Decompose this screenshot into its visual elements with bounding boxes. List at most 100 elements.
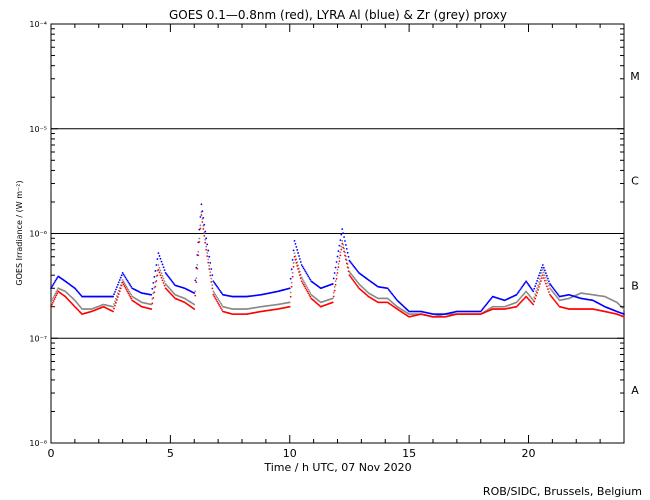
data-point xyxy=(542,277,545,279)
data-point xyxy=(160,260,163,263)
data-point xyxy=(166,274,169,277)
data-point xyxy=(197,250,200,253)
x-axis-ticks: 0 5 10 15 20 xyxy=(48,24,625,460)
data-point xyxy=(340,233,343,236)
data-point xyxy=(301,278,304,281)
data-point xyxy=(118,290,121,293)
data-point xyxy=(119,287,122,290)
data-point xyxy=(527,284,530,286)
data-point xyxy=(127,292,130,295)
data-point xyxy=(218,303,220,306)
data-point xyxy=(216,285,219,288)
data-point xyxy=(357,281,359,284)
data-point xyxy=(351,263,354,266)
data-point xyxy=(165,273,168,276)
data-point xyxy=(121,279,124,281)
data-point xyxy=(195,277,198,279)
data-point xyxy=(121,272,124,274)
data-point xyxy=(331,297,334,300)
data-point xyxy=(164,272,167,274)
data-point xyxy=(51,299,53,302)
data-point xyxy=(332,295,335,298)
data-point xyxy=(52,282,55,285)
data-point xyxy=(297,252,300,254)
data-point xyxy=(302,267,305,270)
data-point xyxy=(552,292,555,295)
data-point xyxy=(543,274,546,276)
data-point xyxy=(208,264,211,267)
data-point xyxy=(158,255,161,257)
data-point xyxy=(211,287,214,290)
data-point xyxy=(551,286,554,289)
data-point xyxy=(350,273,353,276)
data-point xyxy=(537,277,539,280)
data-point xyxy=(203,223,206,226)
data-point xyxy=(116,296,119,298)
data-point xyxy=(52,296,55,298)
data-point xyxy=(114,304,116,307)
data-point xyxy=(546,279,548,282)
data-point xyxy=(355,279,358,282)
data-point xyxy=(356,280,358,283)
data-point xyxy=(304,287,307,290)
data-point xyxy=(211,284,214,286)
y-tick-label: 10⁻⁵ xyxy=(29,125,47,134)
data-point xyxy=(193,292,196,294)
data-point xyxy=(357,270,359,273)
data-point xyxy=(305,288,308,291)
data-point xyxy=(346,266,349,269)
data-point xyxy=(205,245,208,248)
series-trace xyxy=(50,203,625,316)
y-tick-label: 10⁻⁸ xyxy=(29,439,47,448)
data-point xyxy=(157,268,160,271)
data-point xyxy=(297,268,300,270)
data-point xyxy=(551,289,553,292)
data-point xyxy=(163,284,166,287)
data-point xyxy=(332,291,335,294)
data-point xyxy=(151,287,154,290)
data-point xyxy=(219,305,221,308)
data-point xyxy=(212,280,215,283)
data-point xyxy=(214,283,217,285)
data-point xyxy=(298,255,300,257)
data-point xyxy=(290,268,293,271)
data-point xyxy=(217,287,220,289)
data-point xyxy=(160,272,163,275)
data-point xyxy=(555,295,558,298)
data-point xyxy=(290,285,293,288)
data-point xyxy=(309,295,312,298)
data-point xyxy=(119,276,122,279)
data-point xyxy=(555,291,558,294)
data-point xyxy=(345,262,348,265)
data-point xyxy=(294,258,297,261)
data-point xyxy=(207,249,210,252)
data-point xyxy=(120,274,123,277)
data-point xyxy=(551,291,554,293)
data-point xyxy=(303,285,306,288)
data-point xyxy=(204,230,207,233)
data-point xyxy=(522,284,525,287)
data-point xyxy=(210,277,213,280)
data-point xyxy=(300,280,303,283)
data-point xyxy=(130,294,133,296)
data-point xyxy=(386,287,389,290)
data-point xyxy=(549,293,551,296)
data-point xyxy=(308,277,311,279)
data-point xyxy=(288,287,291,290)
data-point xyxy=(353,277,356,279)
data-point xyxy=(557,294,560,297)
data-point xyxy=(193,303,196,306)
data-point xyxy=(299,277,302,280)
data-point xyxy=(151,302,154,305)
flare-class-label: B xyxy=(631,279,639,292)
data-point xyxy=(337,266,340,269)
data-point xyxy=(153,291,156,294)
data-point xyxy=(293,252,296,255)
data-point xyxy=(540,280,542,282)
data-point xyxy=(296,249,299,251)
data-point xyxy=(292,265,295,268)
data-point xyxy=(539,278,541,280)
data-point xyxy=(214,293,217,296)
data-point xyxy=(51,297,54,300)
